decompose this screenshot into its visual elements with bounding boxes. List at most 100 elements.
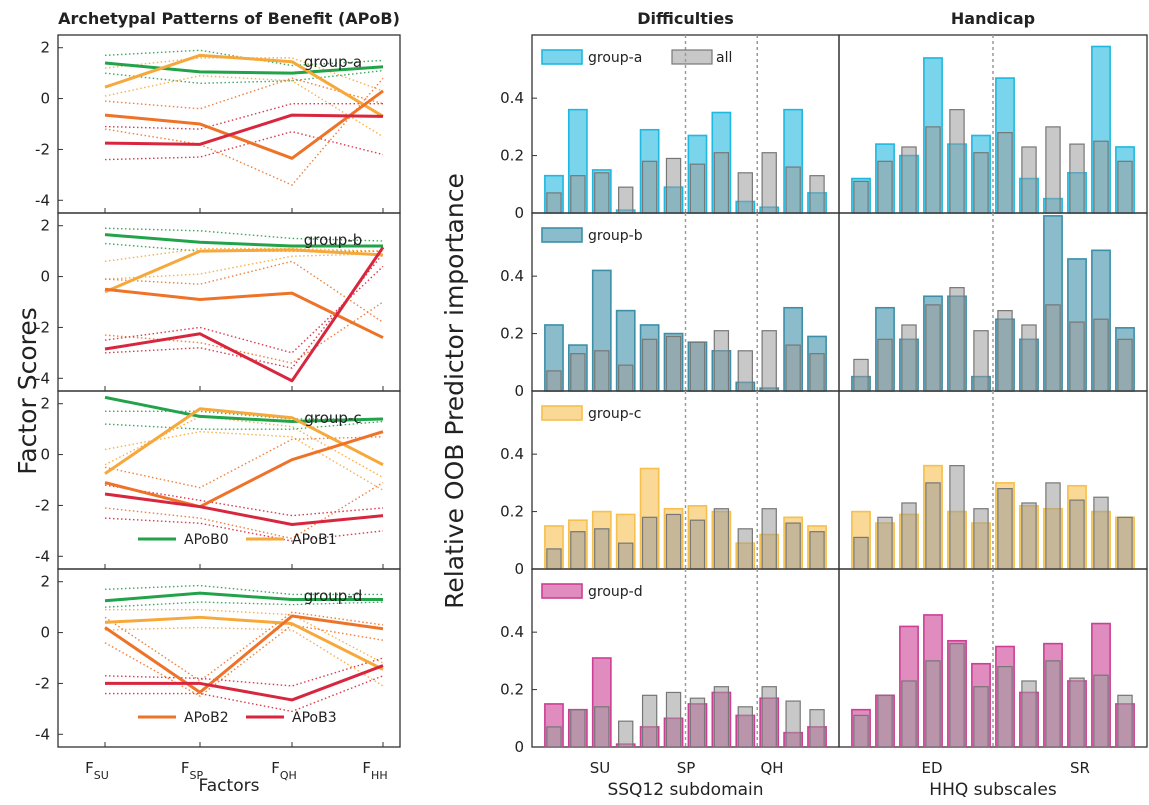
y-tick-label: 0.4 [500,267,524,285]
all-bar-handicap-3 [925,482,941,570]
y-tick-label: 2 [40,217,50,235]
all-bar-difficulties-7 [713,152,730,214]
series-line-apob1 [104,53,384,118]
bar-subpanel-handicap [838,212,1148,392]
all-bar-handicap-8 [1045,482,1061,570]
legend-label-apob2: APoB2 [184,710,229,726]
series-line-apob3 [104,246,385,383]
y-tick-label: 2 [40,395,50,413]
series-line-apob0 [104,395,384,424]
y-tick-label: 0.2 [500,503,524,521]
all-bar-difficulties-5 [665,513,682,570]
all-bar-difficulties-3 [618,186,634,214]
all-bar-difficulties-2 [594,350,610,392]
y-tick-label: 0 [514,738,524,756]
all-bar-handicap-4 [949,109,965,214]
dotted-range-apob1-2 [105,608,384,664]
legend-label-group-c: group-c [588,406,641,422]
all-bar-handicap-4 [949,287,965,392]
series-line-apob0 [104,61,384,75]
all-bar-difficulties-11 [809,353,825,392]
right-y-axis-label: Relative OOB Predictor importance [440,173,469,609]
group-label-group-a: group-a [304,53,362,71]
all-bar-difficulties-1 [570,175,586,214]
bar-panel-group-a: 0 0.2 0.4 group-a all [500,34,1148,222]
all-bar-handicap-2 [901,146,917,214]
all-bar-difficulties-4 [641,516,658,570]
all-bar-difficulties-7 [713,686,730,748]
left-y-axis-label: Factor Scores [13,307,42,475]
all-bar-difficulties-10 [785,522,801,570]
all-bar-handicap-8 [1045,304,1061,392]
y-tick-label: 2 [40,39,50,57]
all-bar-handicap-2 [901,680,917,748]
all-bar-difficulties-1 [570,531,586,570]
all-bar-handicap-5 [973,686,989,748]
legend-label-apob0: APoB0 [184,532,229,548]
y-tick-label: 0.2 [500,325,524,343]
x-group-label-qh: QH [760,759,783,777]
y-tick-label: -4 [35,191,50,209]
all-bar-difficulties-0 [546,370,562,392]
all-bar-handicap-0 [853,358,869,392]
series-line-apob1 [104,615,384,671]
all-bar-handicap-10 [1093,140,1109,214]
series-line-apob2 [104,614,384,694]
y-tick-label: 0.2 [500,681,524,699]
all-bar-difficulties-0 [546,192,562,214]
legend-swatch-group-c [541,405,583,421]
all-bar-difficulties-8 [737,706,753,748]
y-tick-label: 0 [40,90,50,108]
all-bar-handicap-8 [1045,126,1061,214]
bar-subpanel-handicap [838,390,1148,570]
dotted-range-apob2-5 [104,77,384,186]
legend-swatch-group-b [541,227,583,243]
all-bar-handicap-7 [1021,680,1037,748]
oob-bar-chart: Relative OOB Predictor importance Difficu… [440,9,1148,800]
line-panel-group-d: 2 0 -2 -4 group-d [35,568,401,748]
all-bar-difficulties-1 [570,353,586,392]
all-bar-handicap-11 [1117,516,1133,570]
dotted-range-apob1-2 [104,430,384,491]
left-chart-title: Archetypal Patterns of Benefit (APoB) [58,9,400,28]
bar-subpanel-handicap [838,34,1148,214]
dotted-range-apob3-6 [104,484,384,517]
group-label-group-b: group-b [304,231,363,249]
all-bar-handicap-11 [1117,160,1133,214]
all-bar-difficulties-8 [737,528,753,570]
all-bar-difficulties-9 [761,330,777,392]
series-line-apob2 [104,430,384,509]
legend-label-all: all [716,50,732,66]
y-tick-label: 0 [40,624,50,642]
dotted-range-apob1-3 [104,74,384,138]
y-tick-label: 0 [40,268,50,286]
x-tick-label-fqh: FQH [271,759,297,782]
bar-panel-group-c: 0 0.2 0.4 group-c [500,390,1148,578]
all-bar-handicap-11 [1117,338,1133,392]
all-bar-handicap-9 [1069,677,1085,748]
line-panel-group-b: 2 0 -2 -4 group-b [35,212,401,392]
all-bar-handicap-4 [949,643,965,748]
dotted-range-apob0-0 [104,227,384,242]
x-group-label-sp: SP [677,759,696,777]
all-bar-difficulties-0 [546,726,562,748]
dotted-range-apob3-6 [104,657,384,687]
legend-swatch-group-a [541,49,583,65]
dotted-range-apob0-0 [104,584,383,596]
bar-subpanel-difficulties [531,390,840,570]
legend-swatch-all [671,49,713,65]
all-bar-handicap-8 [1045,660,1061,748]
all-bar-difficulties-3 [618,542,634,570]
y-tick-label: -4 [35,369,50,387]
all-bar-difficulties-3 [618,720,634,748]
all-bar-difficulties-11 [809,709,825,748]
all-bar-handicap-6 [997,666,1013,748]
all-bar-handicap-2 [901,324,917,392]
all-bar-handicap-9 [1069,321,1085,392]
y-tick-label: 0 [514,382,524,400]
all-bar-difficulties-0 [546,548,562,570]
x-axis-label-0: SSQ12 subdomain [607,780,763,800]
legend-label-apob3: APoB3 [292,710,337,726]
dotted-range-apob1-3 [104,626,384,687]
y-tick-label: 2 [40,573,50,591]
